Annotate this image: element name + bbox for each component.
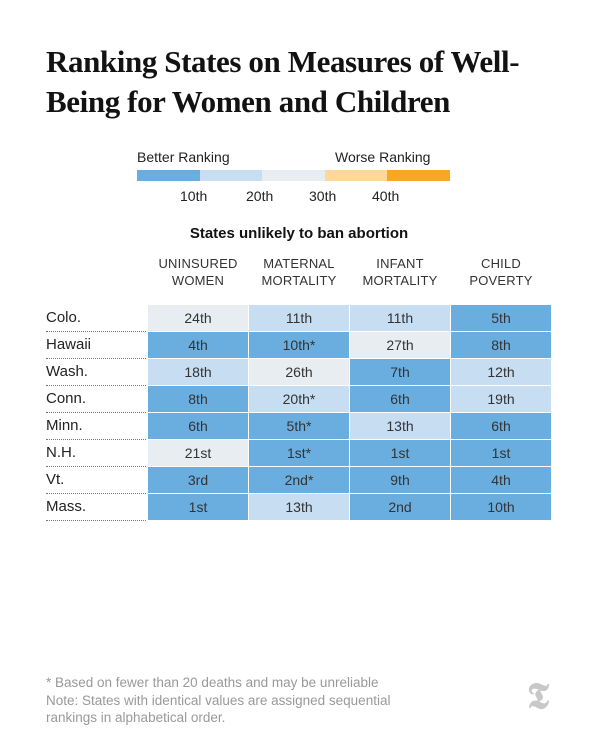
legend-tick: 20th bbox=[246, 188, 274, 204]
state-label: Vt. bbox=[46, 471, 65, 488]
page-title: Ranking States on Measures of Well-Being… bbox=[46, 44, 520, 119]
rank-cell: 11th bbox=[350, 305, 450, 331]
state-label: Conn. bbox=[46, 390, 87, 407]
rank-cell: 2nd bbox=[350, 494, 450, 520]
rank-cell: 12th bbox=[451, 359, 551, 385]
state-label: Hawaii bbox=[46, 336, 92, 353]
row-divider bbox=[46, 331, 146, 332]
column-header-line: MORTALITY bbox=[261, 273, 337, 288]
state-label: N.H. bbox=[46, 444, 76, 461]
legend-swatch-4 bbox=[325, 170, 387, 181]
legend-worse-label: Worse Ranking bbox=[335, 149, 431, 165]
state-label: Colo. bbox=[46, 309, 82, 326]
column-header-line: UNINSURED bbox=[158, 256, 238, 271]
column-header-line: MATERNAL bbox=[263, 256, 335, 271]
rank-cell: 9th bbox=[350, 467, 450, 493]
state-label: Wash. bbox=[46, 363, 88, 380]
footnote: * Based on fewer than 20 deaths and may … bbox=[46, 675, 379, 690]
rank-cell: 1st* bbox=[249, 440, 349, 466]
column-header-line: CHILD bbox=[480, 256, 521, 271]
legend-swatch-5 bbox=[387, 170, 450, 181]
rank-cell: 13th bbox=[350, 413, 450, 439]
rank-cell: 10th bbox=[451, 494, 551, 520]
rank-cell: 8th bbox=[148, 386, 248, 412]
legend-tick: 40th bbox=[372, 188, 400, 204]
legend-better-label: Better Ranking bbox=[137, 149, 230, 165]
row-divider bbox=[46, 412, 146, 413]
state-label: Mass. bbox=[46, 498, 87, 515]
rank-cell: 7th bbox=[350, 359, 450, 385]
column-header: UNINSURED WOMEN bbox=[148, 255, 248, 289]
column-header-line: MORTALITY bbox=[362, 273, 438, 288]
rank-cell: 4th bbox=[451, 467, 551, 493]
column-header: MATERNAL MORTALITY bbox=[249, 255, 349, 289]
rank-cell: 19th bbox=[451, 386, 551, 412]
legend-tick: 30th bbox=[309, 188, 337, 204]
rank-cell: 6th bbox=[148, 413, 248, 439]
rank-cell: 5th bbox=[451, 305, 551, 331]
nyt-logo-icon: 𝕿 bbox=[526, 676, 550, 716]
rank-cell: 1st bbox=[451, 440, 551, 466]
rank-cell: 26th bbox=[249, 359, 349, 385]
note-line-2: rankings in alphabetical order. bbox=[46, 710, 226, 725]
rank-cell: 18th bbox=[148, 359, 248, 385]
rank-cell: 10th* bbox=[249, 332, 349, 358]
rank-cell: 8th bbox=[451, 332, 551, 358]
row-divider bbox=[46, 358, 146, 359]
column-header-line: POVERTY bbox=[469, 273, 533, 288]
rank-cell: 4th bbox=[148, 332, 248, 358]
rank-cell: 11th bbox=[249, 305, 349, 331]
legend-swatch-2 bbox=[200, 170, 262, 181]
rank-cell: 13th bbox=[249, 494, 349, 520]
column-header: INFANT MORTALITY bbox=[350, 255, 450, 289]
rank-cell: 2nd* bbox=[249, 467, 349, 493]
rank-cell: 21st bbox=[148, 440, 248, 466]
rank-cell: 6th bbox=[451, 413, 551, 439]
legend-swatch-3 bbox=[262, 170, 325, 181]
legend-swatch-1 bbox=[137, 170, 200, 181]
row-divider bbox=[46, 385, 146, 386]
rank-cell: 1st bbox=[350, 440, 450, 466]
rank-cell: 1st bbox=[148, 494, 248, 520]
column-header-line: INFANT bbox=[376, 256, 424, 271]
row-divider bbox=[46, 493, 146, 494]
rank-cell: 27th bbox=[350, 332, 450, 358]
row-divider bbox=[46, 466, 146, 467]
rank-cell: 5th* bbox=[249, 413, 349, 439]
rank-cell: 6th bbox=[350, 386, 450, 412]
rank-cell: 20th* bbox=[249, 386, 349, 412]
legend-tick: 10th bbox=[180, 188, 208, 204]
row-divider bbox=[46, 439, 146, 440]
column-header-line: WOMEN bbox=[171, 273, 225, 288]
rank-cell: 3rd bbox=[148, 467, 248, 493]
table-subtitle: States unlikely to ban abortion bbox=[189, 225, 409, 242]
state-label: Minn. bbox=[46, 417, 83, 434]
note-line-1: Note: States with identical values are a… bbox=[46, 693, 391, 708]
column-header: CHILD POVERTY bbox=[451, 255, 551, 289]
row-divider bbox=[46, 520, 146, 521]
rank-cell: 24th bbox=[148, 305, 248, 331]
